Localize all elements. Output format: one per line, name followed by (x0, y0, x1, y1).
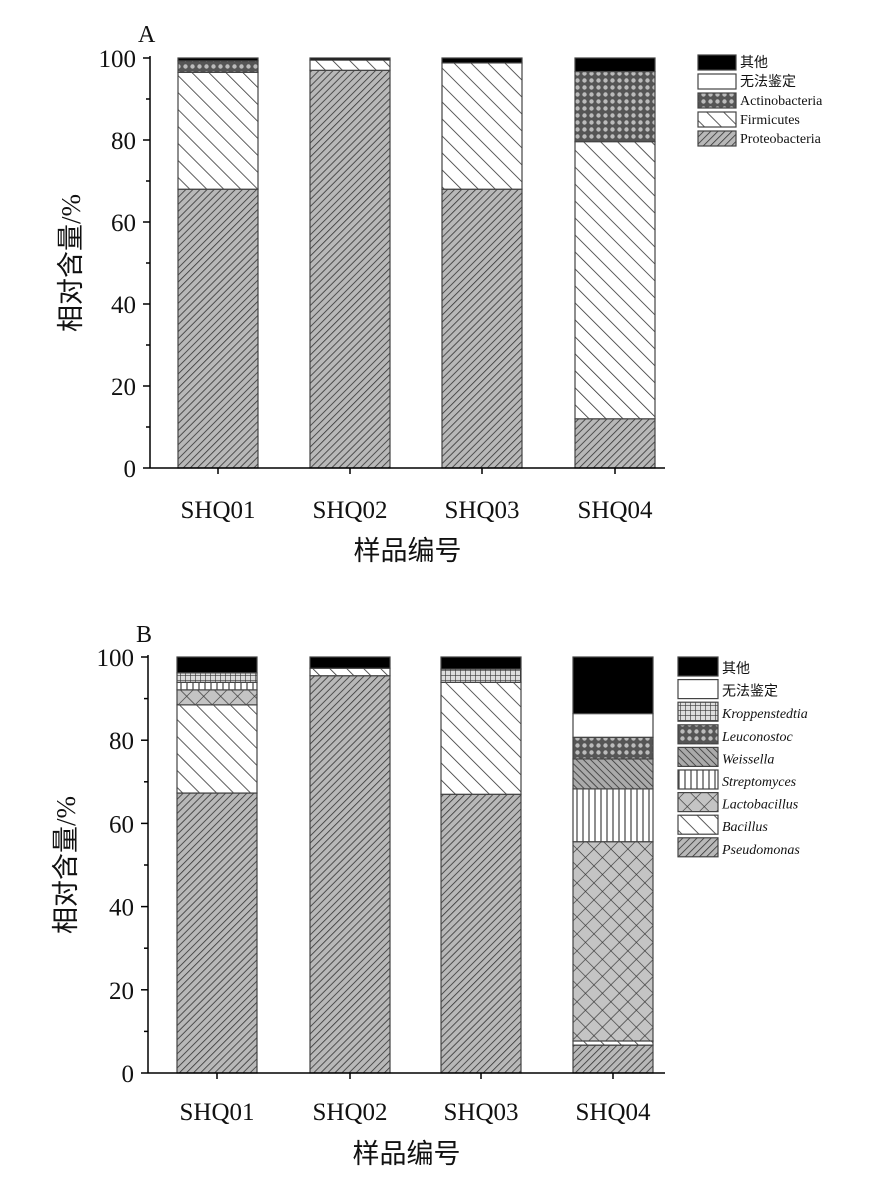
bar-segment-shq01-其他 (176, 656, 258, 674)
bar-segment-shq04-无法鉴定 (572, 712, 654, 738)
bar-segment-shq04-Bacillus (572, 1040, 654, 1046)
x-axis-label: 样品编号 (354, 536, 462, 566)
y-tick-label: 60 (111, 210, 136, 237)
chart-panel-a: A SHQ01 SHQ02 SHQ03 SHQ04 0 20 40 60 80 100 样品编号 相对含… (56, 22, 823, 566)
legend-label: Streptomyces (722, 775, 797, 790)
y-axis-label: 相对含量/% (56, 194, 86, 332)
y-tick-label: 80 (109, 728, 134, 755)
bar-segment-shq04-Pseudomonas (572, 1044, 654, 1074)
y-tick-label: 40 (111, 292, 136, 319)
bar-segment-shq04-Streptomyces (572, 788, 654, 843)
bar-segment-shq03-Kroppenstedtia (440, 668, 522, 683)
bar-segment-shq03-Firmicutes (441, 62, 523, 190)
bar-segment-shq03-其他 (441, 57, 523, 64)
legend-swatch (697, 54, 737, 71)
panel-label: B (136, 622, 152, 648)
legend-swatch (697, 111, 737, 128)
bar-segment-shq02-其他 (309, 57, 391, 61)
legend-swatch (677, 769, 719, 790)
bar-segment-shq04-Leuconostoc (572, 736, 654, 760)
y-tick-label: 20 (111, 374, 136, 401)
legend-swatch (677, 656, 719, 677)
legend-label: 无法鉴定 (722, 684, 778, 700)
bar-segment-shq01-Kroppenstedtia (176, 672, 258, 683)
legend-label: Proteobacteria (740, 132, 822, 147)
bar-segment-shq01-Proteobacteria (177, 188, 259, 469)
bar-segment-shq04-其他 (572, 656, 654, 715)
legend-swatch (677, 791, 719, 813)
legend-label: 无法鉴定 (740, 74, 796, 90)
legend-swatch (697, 130, 737, 147)
y-tick-label: 60 (109, 811, 134, 838)
legend-swatch (677, 678, 719, 700)
legend-label: Kroppenstedtia (721, 707, 808, 722)
y-tick-label: 100 (99, 46, 137, 73)
bar-segment-shq04-Weissella (572, 758, 654, 790)
panel-label: A (138, 22, 156, 48)
chart-panel-b: B SHQ01 SHQ02 SHQ03 SHQ04 0 20 40 60 80 100 样品编号 相对含… (51, 622, 808, 1169)
legend-label: Lactobacillus (721, 798, 799, 813)
x-tick-label: SHQ01 (180, 497, 255, 524)
bar-segment-shq01-Bacillus (176, 704, 258, 794)
bar-segment-shq02-其他 (309, 656, 391, 669)
y-tick-label: 20 (109, 978, 134, 1005)
legend-swatch (677, 814, 719, 835)
legend-swatch (677, 724, 719, 745)
legend-swatch (697, 73, 737, 90)
bar-segment-shq03-Proteobacteria (441, 188, 523, 469)
legend-label: Firmicutes (740, 113, 800, 128)
bar-segment-shq03-Bacillus (440, 681, 522, 795)
bar-segment-shq03-其他 (440, 656, 522, 670)
y-tick-label: 100 (97, 645, 135, 672)
legend-swatch (677, 701, 719, 722)
y-tick-label: 40 (109, 895, 134, 922)
bar-segment-shq01-Lactobacillus (176, 689, 258, 706)
bar-segment-shq02-Pseudomonas (309, 675, 391, 1074)
x-axis-label: 样品编号 (353, 1139, 461, 1169)
x-tick-label: SHQ03 (443, 1099, 518, 1126)
x-tick-label: SHQ04 (577, 497, 653, 524)
x-tick-label: SHQ03 (444, 497, 519, 524)
x-tick-label: SHQ02 (312, 1099, 387, 1126)
legend-label: Actinobacteria (740, 94, 823, 109)
bar-segment-shq01-Actinobacteria (177, 60, 259, 73)
legend-swatch (677, 746, 719, 768)
y-tick-label: 80 (111, 128, 136, 155)
legend-label: Weissella (722, 752, 774, 767)
bar-segment-shq04-Firmicutes (574, 141, 656, 420)
y-axis-label: 相对含量/% (51, 796, 81, 934)
bar-segment-shq01-Pseudomonas (176, 792, 258, 1074)
bar-segment-shq01-其他 (177, 57, 259, 62)
bar-segment-shq03-Pseudomonas (440, 793, 522, 1074)
y-tick-label: 0 (122, 1061, 135, 1088)
legend-label: Pseudomonas (721, 843, 800, 858)
bar-segment-shq02-Bacillus (309, 667, 391, 677)
legend-swatch (677, 837, 719, 858)
legend-label: 其他 (740, 55, 768, 71)
legend-label: 其他 (722, 661, 750, 677)
bar-segment-shq02-Firmicutes (309, 59, 391, 71)
x-tick-label: SHQ01 (179, 1099, 254, 1126)
legend-swatch (697, 92, 737, 109)
x-tick-label: SHQ04 (575, 1099, 651, 1126)
bar-segment-shq04-其他 (574, 57, 656, 73)
bar-segment-shq04-Proteobacteria (574, 418, 656, 469)
y-tick-label: 0 (124, 456, 137, 483)
bar-segment-shq04-Lactobacillus (572, 841, 654, 1042)
bar-segment-shq01-Firmicutes (177, 71, 259, 190)
legend-label: Bacillus (722, 820, 768, 835)
legend-label: Leuconostoc (721, 730, 794, 745)
bar-segment-shq04-Actinobacteria (574, 70, 656, 143)
bar-segment-shq01-Streptomyces (176, 681, 258, 691)
x-tick-label: SHQ02 (312, 497, 387, 524)
bar-segment-shq02-Proteobacteria (309, 69, 391, 469)
